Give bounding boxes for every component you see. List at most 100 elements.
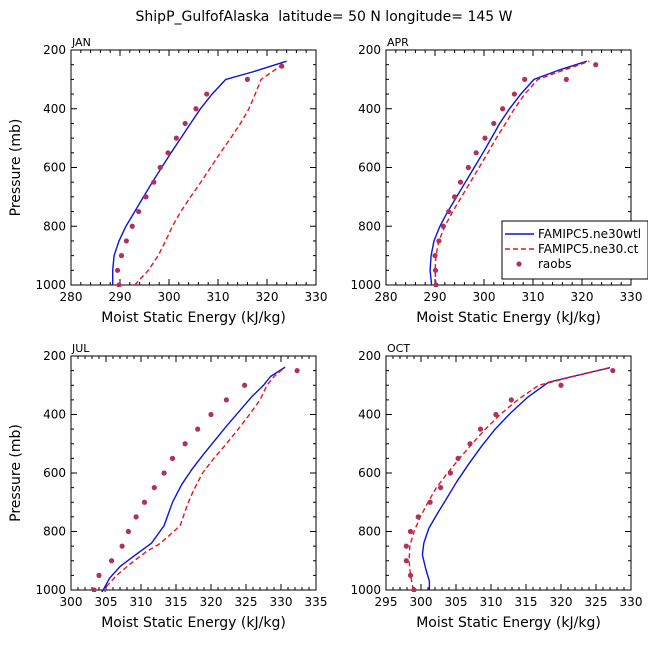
raobs-point-oct bbox=[403, 558, 409, 564]
raobs-point-apr bbox=[457, 179, 464, 185]
x-tick-label-apr: 290 bbox=[424, 290, 447, 304]
x-tick-label-oct: 305 bbox=[445, 595, 468, 609]
raobs-point-apr bbox=[465, 164, 471, 171]
panel-label-apr: APR bbox=[387, 36, 409, 49]
raobs-point-oct bbox=[610, 368, 616, 374]
y-tick-label-jul: 200 bbox=[43, 349, 66, 363]
x-tick-label-jul: 305 bbox=[95, 595, 118, 609]
x-tick-label-apr: 310 bbox=[522, 290, 545, 304]
x-tick-label-jul: 330 bbox=[270, 595, 293, 609]
model-ct-line-jul bbox=[104, 366, 286, 592]
raobs-point-jan bbox=[114, 267, 121, 273]
x-tick-label-oct: 320 bbox=[550, 595, 573, 609]
raobs-point-jul bbox=[119, 543, 125, 549]
x-tick-label-jan: 310 bbox=[207, 290, 230, 304]
model-ct-line-jan bbox=[134, 62, 285, 286]
raobs-point-jul bbox=[242, 382, 248, 388]
x-axis-label-jan: Moist Static Energy (kJ/kg) bbox=[101, 310, 286, 326]
y-axis-label-jul: Pressure (mb) bbox=[8, 424, 24, 522]
x-tick-label-jan: 280 bbox=[60, 290, 83, 304]
raobs-point-oct bbox=[427, 499, 433, 505]
series-group-jul bbox=[91, 366, 300, 592]
y-tick-label-jan: 200 bbox=[43, 43, 66, 57]
y-tick-label-jul: 1000 bbox=[35, 583, 66, 597]
x-tick-label-jul: 310 bbox=[130, 595, 153, 609]
raobs-point-oct bbox=[407, 572, 414, 578]
raobs-point-apr bbox=[511, 91, 517, 97]
raobs-point-oct bbox=[493, 411, 499, 418]
x-tick-label-oct: 325 bbox=[585, 595, 608, 609]
x-tick-label-oct: 330 bbox=[620, 595, 643, 609]
raobs-point-jul bbox=[141, 499, 148, 505]
raobs-point-jul bbox=[91, 587, 97, 592]
model-wtl-line-apr bbox=[429, 60, 588, 286]
raobs-point-jul bbox=[151, 485, 157, 491]
raobs-point-jan bbox=[193, 106, 199, 112]
y-tick-label-jan: 1000 bbox=[35, 278, 66, 292]
x-tick-label-jan: 320 bbox=[256, 290, 279, 304]
raobs-point-jul bbox=[182, 441, 188, 447]
raobs-point-apr bbox=[446, 208, 452, 215]
x-axis-label-jul: Moist Static Energy (kJ/kg) bbox=[101, 615, 286, 631]
raobs-point-oct bbox=[508, 397, 514, 403]
panel-apr: 280 290 300 310 320 330 200 400 600 800 1000 APR Moi… bbox=[350, 36, 642, 326]
x-tick-label-apr: 330 bbox=[620, 290, 643, 304]
raobs-point-oct bbox=[447, 470, 453, 476]
x-tick-label-oct: 295 bbox=[375, 595, 398, 609]
raobs-point-jan bbox=[173, 135, 179, 141]
raobs-point-jul bbox=[109, 558, 115, 564]
raobs-point-jul bbox=[223, 397, 229, 403]
legend-box bbox=[501, 220, 648, 280]
legend-label-raobs: raobs bbox=[538, 257, 572, 271]
y-tick-label-apr: 200 bbox=[358, 43, 381, 57]
raobs-point-jan bbox=[182, 120, 188, 127]
raobs-point-apr bbox=[482, 135, 488, 141]
panel-oct: 295 300 305 310 315 320 325 330 200 400 600 800 1000… bbox=[350, 342, 642, 631]
y-tick-label-jan: 800 bbox=[43, 219, 66, 233]
y-tick-label-jan: 600 bbox=[43, 161, 66, 175]
y-tick-label-oct: 600 bbox=[358, 466, 381, 480]
series-group-jan bbox=[112, 60, 287, 287]
legend-swatch-raobs bbox=[516, 261, 522, 267]
model-wtl-line-oct bbox=[421, 367, 611, 590]
raobs-point-apr bbox=[563, 76, 569, 82]
raobs-point-jan bbox=[279, 63, 285, 69]
raobs-point-jul bbox=[125, 528, 131, 535]
x-tick-label-jul: 315 bbox=[165, 595, 188, 609]
raobs-point-apr bbox=[436, 238, 442, 244]
raobs-point-oct bbox=[411, 587, 417, 592]
raobs-point-jul bbox=[169, 455, 176, 461]
x-tick-label-jan: 290 bbox=[109, 290, 132, 304]
plot-frame-jul bbox=[70, 355, 317, 591]
raobs-point-jan bbox=[244, 76, 250, 82]
raobs-point-jul bbox=[294, 368, 300, 374]
x-tick-label-jul: 300 bbox=[60, 595, 83, 609]
legend-label-wtl: FAMIPC5.ne30wtl bbox=[538, 227, 641, 241]
raobs-point-apr bbox=[500, 106, 506, 112]
plot-frame-jan bbox=[70, 49, 317, 286]
raobs-point-oct bbox=[403, 543, 409, 549]
raobs-point-jan bbox=[123, 238, 129, 244]
model-wtl-line-jul bbox=[101, 366, 286, 592]
raobs-point-oct bbox=[455, 455, 461, 461]
raobs-point-jan bbox=[165, 150, 171, 156]
series-group-apr bbox=[429, 60, 599, 287]
x-tick-label-oct: 315 bbox=[515, 595, 538, 609]
panel-label-jul: JUL bbox=[71, 342, 90, 355]
raobs-point-jan bbox=[151, 179, 157, 185]
raobs-point-jan bbox=[204, 91, 210, 97]
x-tick-label-jan: 330 bbox=[305, 290, 328, 304]
x-tick-label-jul: 335 bbox=[305, 595, 328, 609]
raobs-point-jan bbox=[157, 164, 163, 171]
model-wtl-line-jan bbox=[112, 60, 287, 285]
raobs-point-jul bbox=[161, 470, 167, 476]
panel-label-jan: JAN bbox=[71, 36, 91, 49]
panel-jul: 300 305 310 315 320 325 330 335 200 400 600 800 1000… bbox=[8, 342, 327, 631]
raobs-point-apr bbox=[473, 150, 479, 156]
raobs-point-apr bbox=[522, 76, 528, 82]
raobs-point-apr bbox=[452, 194, 458, 200]
raobs-point-apr bbox=[433, 282, 439, 287]
y-tick-label-oct: 800 bbox=[358, 525, 381, 539]
raobs-point-apr bbox=[491, 120, 497, 127]
